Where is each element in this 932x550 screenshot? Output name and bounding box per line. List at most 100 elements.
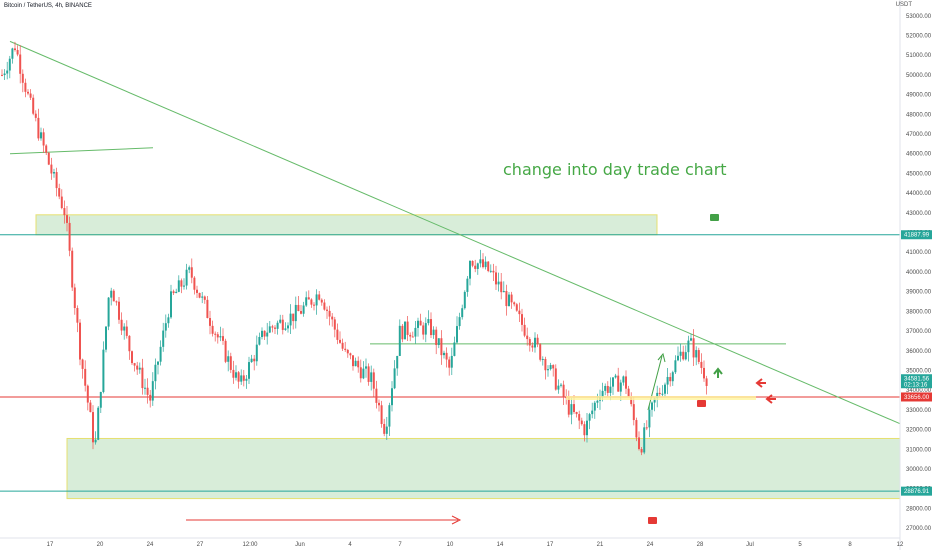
candle-body	[305, 297, 308, 306]
candle-body	[115, 301, 118, 303]
candle-body	[328, 310, 331, 317]
y-tick-label: 53000.00	[906, 14, 932, 20]
candle-body	[695, 350, 698, 358]
candle-body	[112, 290, 115, 302]
x-tick-label: 5	[798, 542, 802, 548]
x-tick-label: 12:00	[242, 542, 258, 548]
x-tick-label: 24	[647, 542, 654, 548]
candle-body	[170, 291, 172, 318]
candle-body	[445, 352, 448, 360]
candle-body	[164, 323, 167, 331]
x-tick-label: 17	[547, 542, 554, 548]
candle-body	[53, 172, 55, 174]
candle-body	[528, 339, 531, 346]
candle-body	[625, 376, 627, 389]
candle-body	[703, 367, 705, 379]
price-label-subtext: 02:13:16	[904, 383, 928, 389]
candle-body	[107, 297, 110, 327]
candle-body	[73, 287, 76, 309]
candle-body	[573, 404, 575, 413]
candle-body	[131, 351, 133, 364]
zone	[66, 437, 901, 500]
candle-body	[638, 437, 640, 450]
candle-body	[333, 319, 336, 330]
candle-body	[523, 324, 526, 336]
candle-body	[284, 328, 287, 330]
y-tick-label: 41000.00	[906, 250, 932, 256]
candle-body	[617, 375, 620, 392]
candle-body	[84, 368, 87, 386]
candle-body	[320, 299, 323, 303]
y-tick-label: 45000.00	[906, 171, 932, 177]
candle-body	[14, 48, 16, 51]
candle-body	[552, 365, 555, 369]
candle-body	[435, 329, 438, 346]
candle-body	[45, 145, 48, 153]
zone	[35, 214, 658, 236]
candle-body	[287, 325, 289, 329]
candle-body	[222, 336, 224, 341]
candle-body	[8, 58, 11, 71]
candle-body	[679, 351, 682, 356]
candle-body	[536, 337, 539, 345]
candle-body	[437, 338, 440, 346]
candle-body	[456, 326, 458, 343]
candle-body	[526, 335, 529, 340]
price-label-text: 41887.99	[904, 233, 930, 239]
candle-body	[138, 367, 141, 370]
price-label-box	[901, 374, 932, 389]
candle-body	[323, 302, 326, 310]
candle-body	[219, 336, 222, 338]
candle-body	[404, 321, 406, 340]
candle-body	[198, 292, 201, 298]
candle-body	[380, 405, 383, 424]
candle-body	[97, 407, 100, 440]
currency-label: USDT	[895, 2, 912, 8]
candle-body	[42, 132, 45, 146]
candle-body	[341, 342, 344, 349]
x-tick-label: 7	[398, 542, 402, 548]
candle-body	[120, 319, 123, 331]
candle-body	[653, 398, 656, 403]
candle-body	[346, 349, 349, 354]
candle-body	[422, 325, 425, 335]
candle-body	[567, 397, 570, 415]
candle-body	[245, 378, 248, 381]
candle-body	[591, 410, 594, 415]
candle-body	[47, 152, 50, 165]
candle-body	[383, 423, 386, 434]
candle-body	[627, 388, 630, 398]
candle-body	[289, 313, 292, 326]
coffee-cup-icon	[710, 214, 719, 221]
candle-body	[274, 327, 276, 329]
x-tick-label: 28	[697, 542, 704, 548]
y-tick-label: 37000.00	[906, 329, 932, 335]
x-tick-label: Jun	[295, 542, 305, 548]
candle-body	[34, 113, 37, 118]
coffee-cup-icon	[697, 400, 706, 407]
candle-body	[185, 269, 188, 286]
candle-body	[401, 325, 404, 340]
candle-body	[21, 73, 24, 83]
candle-body	[534, 337, 536, 348]
candle-body	[149, 394, 152, 401]
candle-body	[16, 50, 19, 55]
candle-body	[515, 304, 518, 311]
candle-body	[201, 296, 204, 298]
arrow-head-icon	[657, 352, 666, 363]
candle-body	[362, 368, 365, 379]
candle-body	[250, 358, 253, 363]
candle-body	[180, 280, 183, 287]
candle-body	[211, 325, 214, 334]
candle-body	[643, 427, 646, 453]
candle-body	[183, 285, 185, 287]
candle-body	[669, 376, 672, 382]
candle-body	[578, 414, 581, 421]
candles[interactable]	[1, 41, 708, 456]
candle-body	[440, 338, 443, 356]
y-tick-label: 30000.00	[906, 467, 932, 473]
candle-body	[89, 402, 92, 413]
candle-body	[682, 351, 685, 360]
candle-body	[448, 359, 451, 368]
